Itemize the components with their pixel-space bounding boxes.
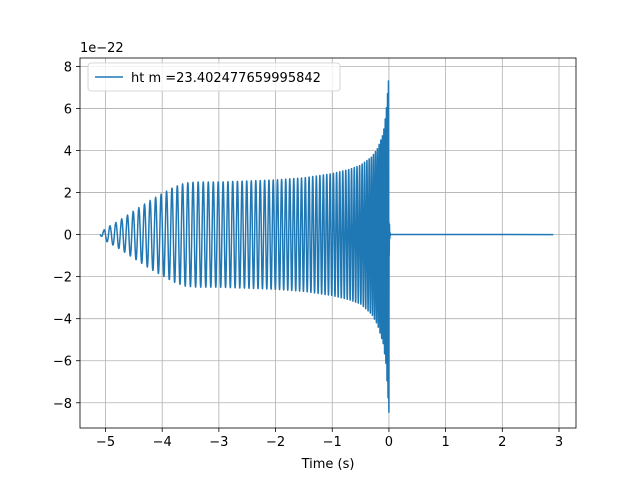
x-tick-label: −4 (153, 435, 172, 450)
x-tick-label: 1 (441, 435, 449, 450)
x-tick-label: 3 (555, 435, 563, 450)
x-tick-label: −1 (323, 435, 342, 450)
y-tick-label: 6 (64, 102, 72, 117)
y-tick-label: −6 (53, 355, 72, 370)
x-tick-label: −3 (209, 435, 228, 450)
x-tick-label: 2 (498, 435, 506, 450)
y-tick-label: 8 (64, 60, 72, 75)
x-tick-label: 0 (385, 435, 393, 450)
x-tick-label: −2 (266, 435, 285, 450)
strain-waveform-line (99, 80, 554, 413)
y-tick-label: 0 (64, 229, 72, 244)
legend-box (87, 62, 341, 92)
y-axis-ticks: −8 −6 −4 −2 0 2 4 6 8 (53, 60, 80, 412)
legend-series-label: ht m =23.402477659995842 (131, 71, 321, 86)
x-axis-ticks: −5 −4 −3 −2 −1 0 1 2 3 (96, 428, 563, 450)
legend: ht m =23.402477659995842 (87, 62, 341, 92)
axes-frame (79, 57, 577, 429)
y-tick-label: −2 (53, 271, 72, 286)
y-tick-label: −8 (53, 397, 72, 412)
x-axis-label: Time (s) (301, 457, 355, 472)
x-tick-label: −5 (96, 435, 115, 450)
plot-area (99, 80, 554, 413)
y-offset-label: 1e−22 (80, 41, 124, 56)
y-tick-label: −4 (53, 313, 72, 328)
y-tick-label: 4 (64, 145, 72, 160)
y-tick-label: 2 (64, 187, 72, 202)
